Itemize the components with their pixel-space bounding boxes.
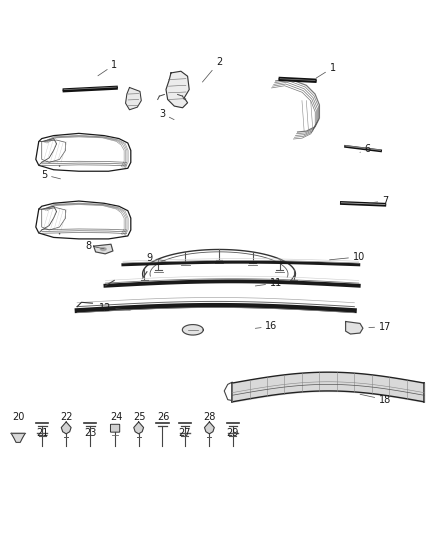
Text: 11: 11 xyxy=(255,278,282,288)
Ellipse shape xyxy=(100,248,106,251)
Text: 20: 20 xyxy=(12,412,25,422)
Polygon shape xyxy=(182,325,203,335)
Text: 28: 28 xyxy=(203,412,215,422)
FancyBboxPatch shape xyxy=(110,424,120,432)
Polygon shape xyxy=(61,422,71,434)
Text: 16: 16 xyxy=(255,321,278,332)
Text: 23: 23 xyxy=(84,429,96,438)
Text: 2: 2 xyxy=(202,57,222,82)
Text: 12: 12 xyxy=(99,303,130,313)
Text: 26: 26 xyxy=(157,412,170,422)
Text: 7: 7 xyxy=(369,196,388,206)
Text: 5: 5 xyxy=(41,170,60,180)
Polygon shape xyxy=(346,321,363,334)
Text: 3: 3 xyxy=(159,109,174,119)
Text: 18: 18 xyxy=(360,394,391,405)
Text: 10: 10 xyxy=(329,252,365,262)
Polygon shape xyxy=(166,71,189,108)
Text: 24: 24 xyxy=(110,412,123,422)
Text: 21: 21 xyxy=(36,429,48,438)
Text: 1: 1 xyxy=(98,60,117,76)
Text: 29: 29 xyxy=(226,429,238,438)
Polygon shape xyxy=(11,433,25,442)
Text: 6: 6 xyxy=(360,143,371,154)
Text: 25: 25 xyxy=(133,412,146,422)
Polygon shape xyxy=(134,422,144,434)
Polygon shape xyxy=(94,244,113,254)
Polygon shape xyxy=(126,87,141,110)
Text: 22: 22 xyxy=(60,412,72,422)
Text: 27: 27 xyxy=(179,429,191,438)
Polygon shape xyxy=(205,422,214,434)
Text: 9: 9 xyxy=(146,253,165,263)
Text: 1: 1 xyxy=(316,63,336,78)
Text: 8: 8 xyxy=(85,240,104,251)
Text: 17: 17 xyxy=(369,322,391,332)
